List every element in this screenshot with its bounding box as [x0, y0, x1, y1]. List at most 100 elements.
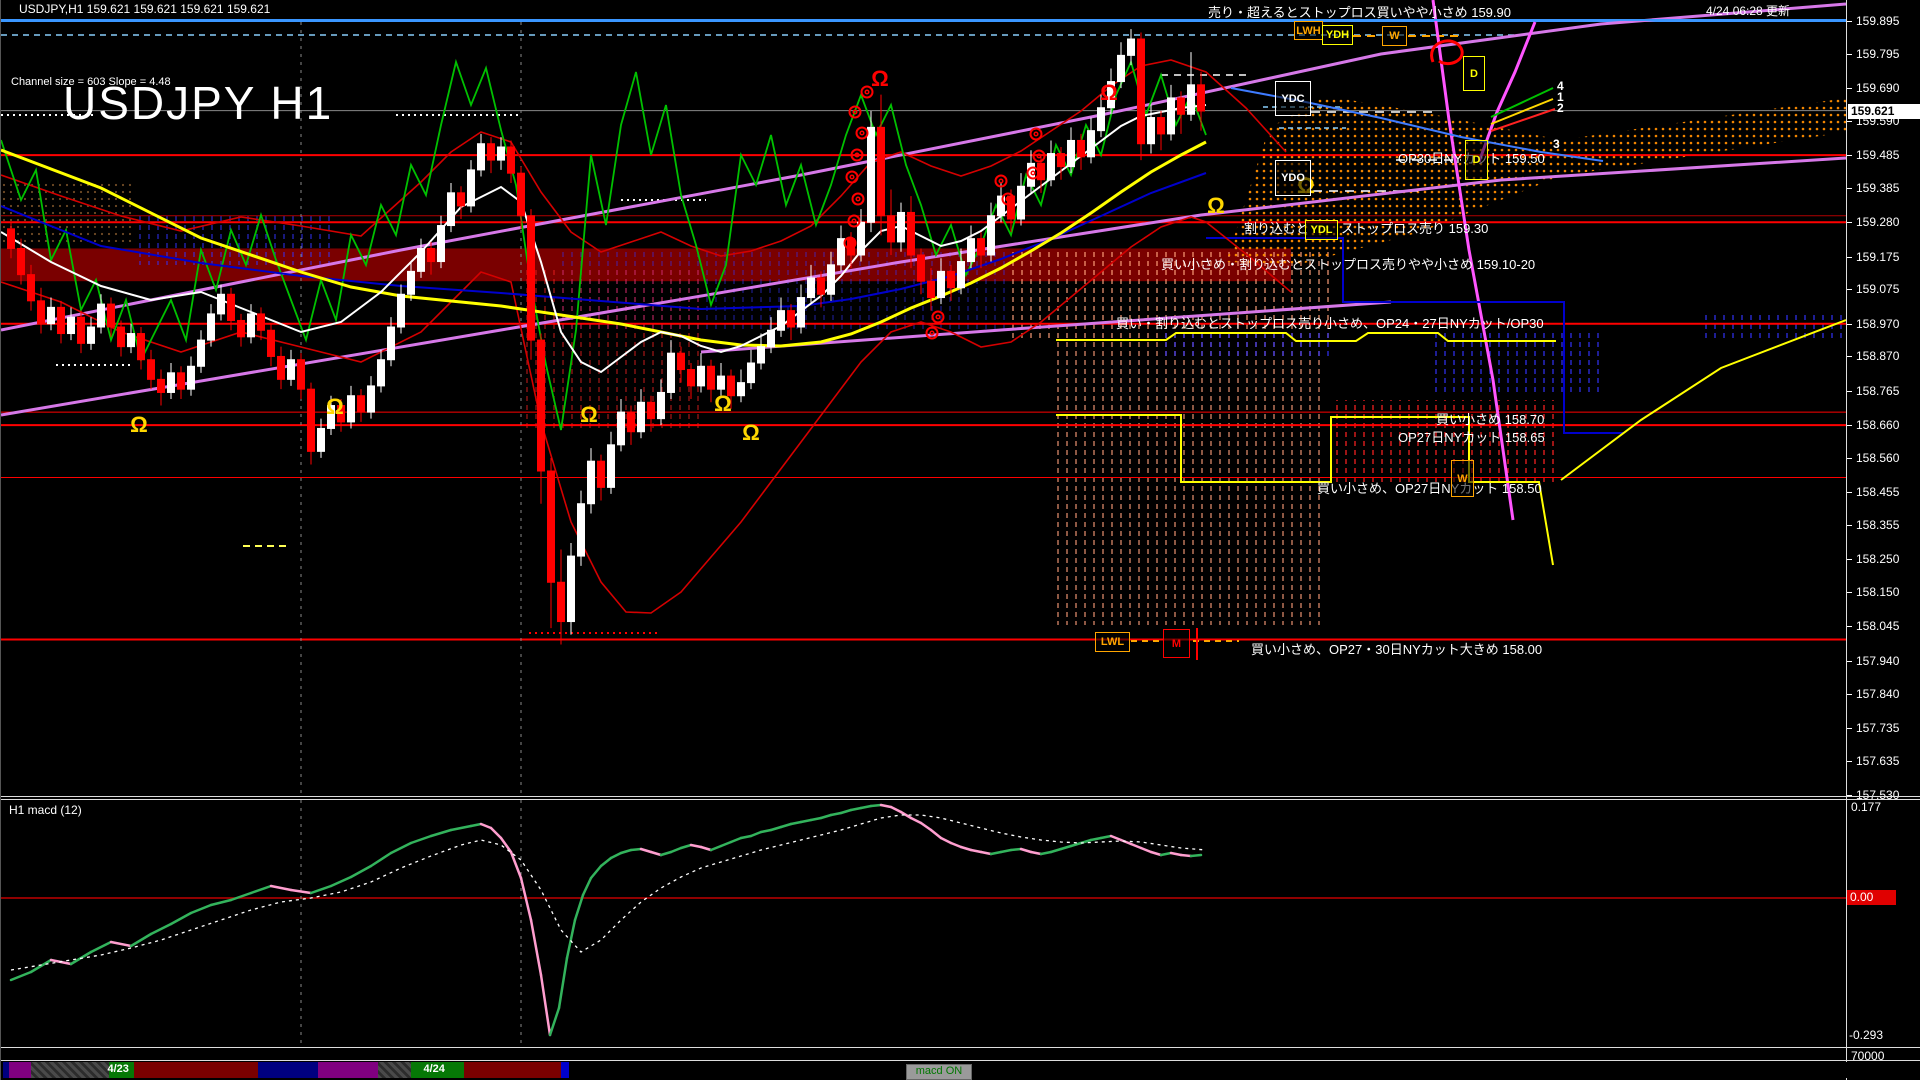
ring-signal-icon — [860, 85, 874, 99]
axis-tick — [1846, 155, 1852, 157]
macd-main-segment — [548, 1006, 561, 1037]
macd-main-segment — [29, 958, 53, 974]
axis-tick — [1846, 120, 1852, 122]
buy-omega-icon: Ω — [580, 402, 598, 427]
axis-tick — [1846, 53, 1852, 55]
macd-main-segment — [169, 911, 193, 926]
ring-signal-icon — [931, 310, 945, 324]
macd-toggle-button[interactable]: macd ON — [906, 1064, 972, 1080]
macd-main-segment — [1089, 836, 1103, 842]
timeline-date-label: 4/24 — [423, 1063, 445, 1075]
buy-omega-icon: Ω — [1207, 193, 1225, 218]
macd-main-segment — [1169, 851, 1183, 857]
axis-tick — [1846, 187, 1852, 189]
macd-pane-border — [1, 799, 1920, 800]
axis-tick — [1846, 660, 1852, 662]
top-divider-line — [1, 19, 1847, 21]
ring-signal-icon — [855, 126, 869, 140]
axis-tick — [1846, 457, 1852, 459]
macd-main-segment — [619, 848, 633, 855]
macd-main-segment — [709, 844, 723, 852]
axis-price-label: 158.045 — [1856, 619, 1900, 634]
macd-main-segment — [1159, 851, 1173, 857]
macd-main-segment — [689, 843, 703, 849]
sell-omega-icon: Ω — [1100, 80, 1118, 105]
macd-main-segment — [539, 973, 552, 1037]
macd-main-segment — [1099, 834, 1113, 840]
proj-line-2 — [1490, 108, 1556, 132]
axis-tick — [1846, 727, 1852, 729]
macd-main-segment — [269, 884, 293, 892]
macd-main-segment — [859, 804, 873, 810]
ring-signal-icon — [851, 192, 865, 206]
axis-tick — [1846, 356, 1852, 358]
macd-main-segment — [289, 888, 313, 895]
current-price-tag: 159.621 — [1848, 103, 1920, 119]
macd-pane-svg — [1, 800, 1846, 1047]
macd-main-segment — [509, 850, 523, 880]
level-label-box-lwl: LWL — [1095, 632, 1130, 652]
ring-signal-icon — [925, 326, 939, 340]
macd-main-segment — [349, 864, 373, 879]
chart-watermark-title: USDJPY H1 — [63, 77, 334, 129]
macd-min-label: -0.293 — [1849, 1028, 1884, 1042]
buy-omega-icon: Ω — [130, 412, 148, 437]
macd-main-segment — [329, 875, 353, 888]
projection-digit: 3 — [1553, 137, 1560, 151]
trade-annotation: 買い小さめ・割り込むとストップロス売りやや小さめ 159.10-20 — [1161, 257, 1536, 272]
magenta-steep-1 — [1431, 0, 1515, 521]
macd-main-segment — [879, 803, 893, 809]
macd-main-segment — [499, 836, 513, 854]
macd-main-segment — [1119, 838, 1133, 846]
axis-price-label: 158.455 — [1856, 485, 1900, 500]
macd-main-segment — [639, 847, 653, 854]
macd-main-segment — [409, 834, 433, 845]
axis-tick — [1846, 626, 1852, 628]
macd-main-segment — [679, 843, 693, 850]
timeline-segment — [318, 1062, 378, 1078]
axis-tick — [1846, 289, 1852, 291]
red-curl-mark — [1430, 39, 1464, 66]
macd-main-segment — [949, 841, 963, 849]
sell-omega-icon: Ω — [871, 66, 889, 91]
ring-signal-icon — [845, 170, 859, 184]
timeline-segment — [134, 1062, 258, 1078]
axis-tick — [1846, 559, 1852, 561]
macd-main-segment — [899, 810, 913, 820]
main-chart-svg: ΩΩΩΩΩΩΩΩΩ4123 — [1, 0, 1846, 795]
macd-main-segment — [1019, 847, 1033, 854]
buy-omega-icon: Ω — [742, 420, 760, 445]
ichimoku-clouds — [1, 96, 1846, 625]
macd-main-segment — [429, 828, 453, 838]
macd-main-segment — [479, 822, 493, 830]
axis-price-label: 158.765 — [1856, 383, 1900, 398]
volume-pane-border — [1, 1060, 1920, 1061]
macd-main-segment — [149, 922, 173, 936]
ring-signal-icon — [847, 214, 861, 228]
macd-main-segment — [959, 845, 973, 852]
channel-info-label: Channel size = 603 Slope = 4.48 — [11, 76, 171, 88]
macd-main-segment — [759, 828, 773, 834]
macd-main-segment — [819, 813, 833, 820]
ring-signal-icon — [850, 148, 864, 162]
macd-main-segment — [599, 856, 613, 868]
level-label-box-ydo: YDO — [1275, 160, 1311, 196]
level-label-box-d: D — [1465, 140, 1488, 180]
proj-line-1 — [1490, 98, 1554, 125]
macd-main-segment — [209, 898, 233, 907]
timeline-segment — [561, 1062, 569, 1078]
macd-main-segment — [1179, 853, 1193, 858]
macd-main-segment — [389, 841, 413, 855]
axis-tick — [1846, 693, 1852, 695]
axis-price-label: 157.940 — [1856, 653, 1900, 668]
projection-digit: 4 — [1557, 79, 1564, 93]
ring-signal-icon — [1026, 166, 1040, 180]
axis-price-label: 157.530 — [1856, 788, 1900, 802]
macd-main-segment — [909, 816, 923, 825]
axis-price-label: 159.175 — [1856, 249, 1900, 264]
macd-main-segment — [849, 806, 863, 812]
macd-indicator-label: H1 macd (12) — [9, 803, 82, 817]
macd-zero-tag: 0.00 — [1847, 890, 1896, 905]
axis-price-label: 158.150 — [1856, 585, 1900, 600]
